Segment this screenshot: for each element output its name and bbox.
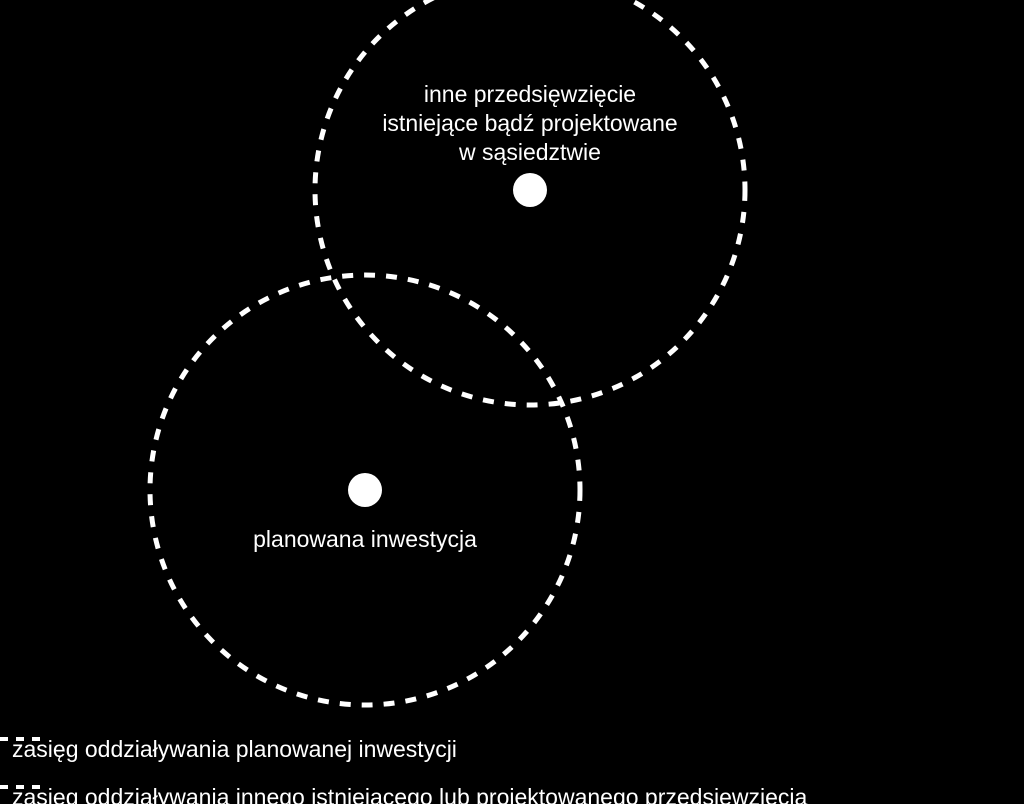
upper-circle-label-line-1: inne przedsięwzięcie [350, 80, 710, 109]
legend-item-2-text: zasięg oddziaływania innego istniejącego… [12, 784, 807, 804]
legend-item-2: zasięg oddziaływania innego istniejącego… [0, 784, 807, 804]
upper-circle-label-line-3: w sąsiedztwie [350, 138, 710, 167]
upper-circle-label: inne przedsięwzięcie istniejące bądź pro… [350, 80, 710, 166]
lower-circle-label-line-1: planowana inwestycja [215, 525, 515, 554]
legend-item-1-text: zasięg oddziaływania planowanej inwestyc… [12, 736, 457, 763]
legend-dash-icon [0, 784, 40, 790]
diagram-canvas: inne przedsięwzięcie istniejące bądź pro… [0, 0, 1024, 804]
legend-item-1: zasięg oddziaływania planowanej inwestyc… [0, 736, 457, 763]
upper-circle-label-line-2: istniejące bądź projektowane [350, 109, 710, 138]
legend-dash-icon [0, 736, 40, 742]
lower-circle-label: planowana inwestycja [215, 525, 515, 554]
